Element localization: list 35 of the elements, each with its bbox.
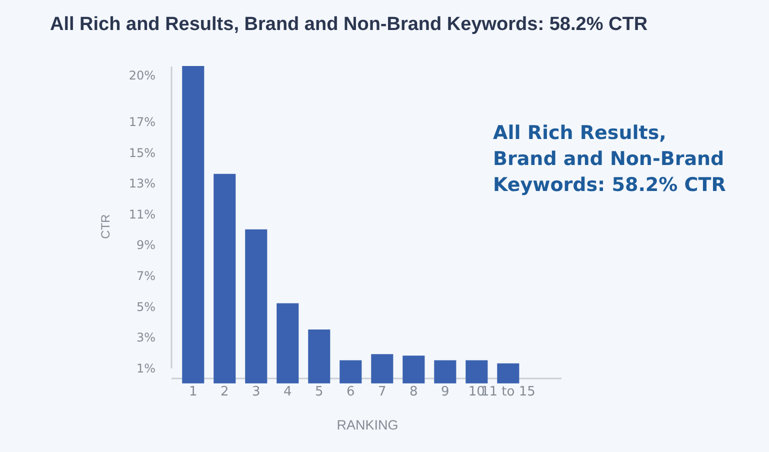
y-axis-title: CTR [98, 214, 112, 239]
x-tick-label: 3 [252, 384, 260, 400]
bar [340, 360, 362, 384]
y-tick-label: 1% [136, 362, 156, 376]
bar [182, 66, 204, 384]
chart-title: All Rich and Results, Brand and Non-Brand Keywords: 58.2% CTR [50, 14, 648, 35]
y-tick-label: 7% [136, 269, 156, 284]
y-tick-label: 20% [128, 68, 156, 83]
x-tick-label: 5 [315, 384, 324, 400]
y-tick-label: 3% [136, 330, 156, 345]
y-tick-label: 11% [128, 207, 156, 222]
x-axis-title: RANKING [336, 418, 398, 432]
y-tick-label: 13% [128, 176, 156, 191]
bar [214, 174, 236, 384]
x-tick-label: 10 [468, 384, 485, 400]
x-tick-label: 4 [284, 384, 292, 400]
bar [371, 354, 394, 384]
bar [466, 360, 488, 384]
x-tick-label: 8 [410, 384, 418, 400]
bar [245, 229, 268, 384]
y-tick-label: 5% [136, 300, 156, 314]
x-tick-label: 2 [220, 384, 229, 400]
bar [497, 363, 520, 384]
bar [402, 356, 425, 384]
bar [276, 303, 299, 384]
bar [434, 360, 456, 384]
bar [308, 329, 330, 384]
x-tick-label: 9 [441, 384, 450, 400]
x-tick-label: 6 [346, 384, 355, 400]
x-tick-label: 7 [378, 384, 386, 400]
y-tick-label: 17% [128, 114, 156, 129]
annotation: All Rich Results, Brand and Non-Brand Keywords: 58.2% CTR [493, 122, 726, 196]
y-tick-label: 15% [128, 146, 156, 160]
x-tick-label: 1 [189, 384, 198, 400]
y-tick-label: 9% [136, 238, 156, 252]
